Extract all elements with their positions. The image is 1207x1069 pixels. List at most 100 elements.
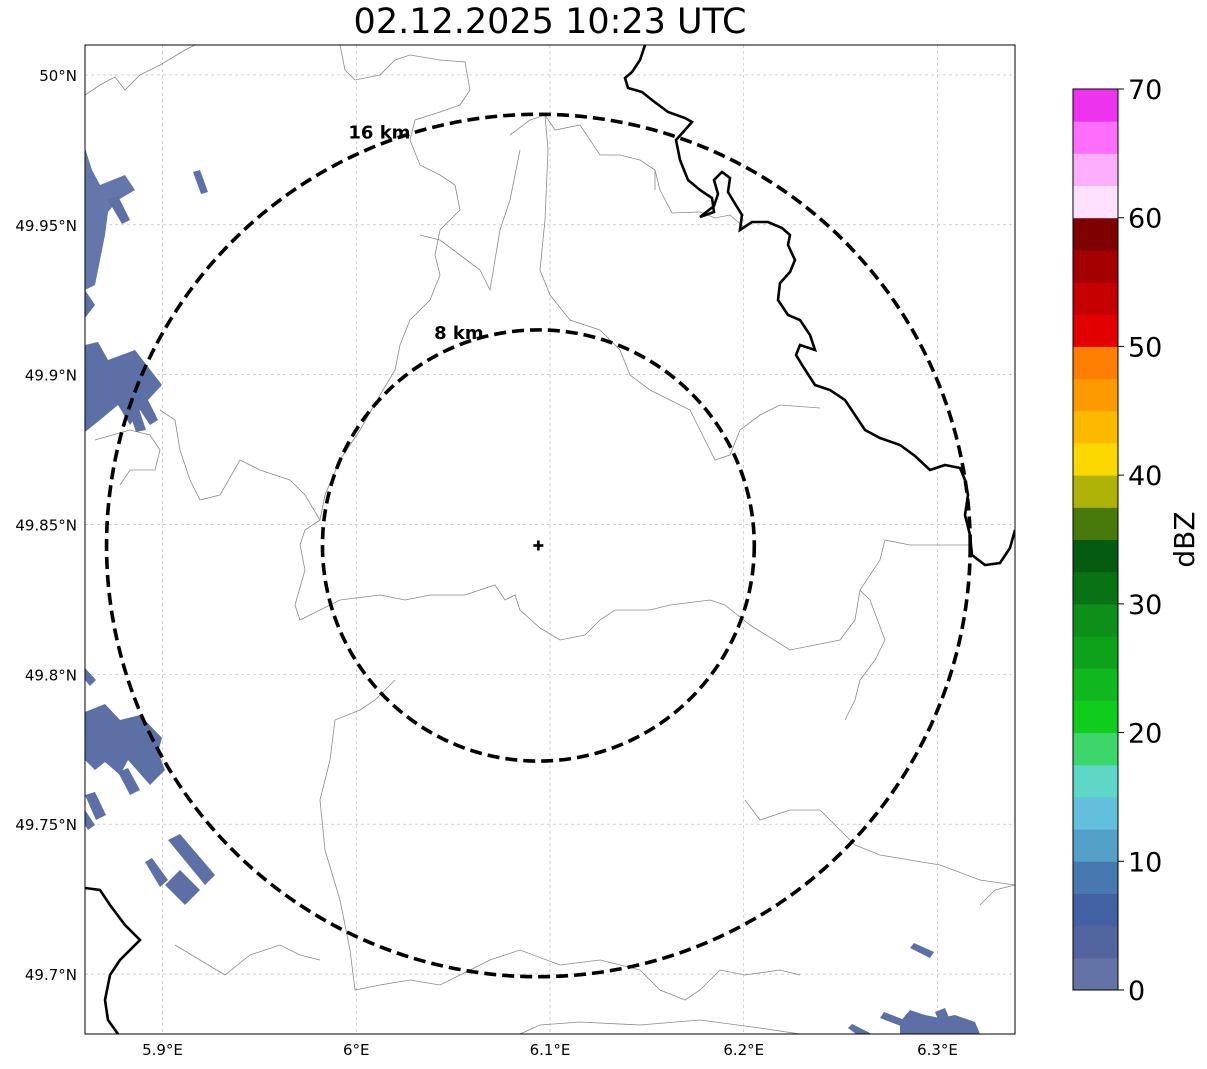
lat-tick-label: 49.75°N — [15, 816, 77, 834]
range-ring — [104, 112, 972, 979]
border-line — [744, 799, 1015, 886]
colorbar-segment — [1073, 829, 1118, 862]
national-borders — [85, 45, 1015, 1034]
colorbar-segment — [1073, 539, 1118, 573]
radar-echoes — [85, 148, 980, 1034]
national-border-line — [623, 45, 1015, 567]
colorbar-unit-label: dBZ — [1168, 511, 1201, 567]
lon-tick-label: 6.1°E — [530, 1041, 571, 1059]
colorbar-segment — [1073, 700, 1118, 734]
lat-tick-label: 49.95°N — [15, 217, 77, 235]
border-line — [94, 429, 161, 486]
echo-cell — [145, 858, 168, 887]
border-line — [539, 114, 821, 461]
colorbar-segment — [1073, 957, 1118, 991]
colorbar-segment — [1073, 410, 1118, 444]
colorbar-segment — [1073, 185, 1118, 219]
gridlines — [85, 45, 1015, 1034]
range-ring-labels: 8 km 16 km — [348, 123, 483, 344]
map-title: 02.12.2025 10:23 UTC — [353, 2, 747, 42]
regional-borders — [85, 45, 1015, 1034]
border-line — [85, 45, 196, 96]
border-line — [844, 589, 886, 721]
colorbar-segment — [1073, 636, 1118, 669]
lon-tick-label: 6°E — [343, 1041, 370, 1059]
range-rings — [104, 112, 972, 979]
colorbar: 0 10 20 30 40 50 60 70 dBZ — [1072, 75, 1201, 1007]
map-frame — [84, 44, 1016, 1035]
colorbar-segment — [1073, 378, 1118, 412]
colorbar-tick-label: 0 — [1128, 976, 1145, 1007]
colorbar-segment — [1073, 764, 1118, 798]
colorbar-segment — [1073, 507, 1118, 540]
colorbar-segment — [1073, 925, 1118, 959]
border-line — [419, 149, 521, 292]
echo-cell — [85, 342, 162, 432]
lat-tick-label: 49.85°N — [15, 517, 77, 535]
colorbar-tick-label: 40 — [1128, 461, 1162, 492]
echo-cell — [168, 834, 215, 885]
range-ring — [320, 328, 757, 763]
colorbar-segment — [1073, 249, 1118, 283]
border-line — [724, 539, 970, 651]
colorbar-segment — [1073, 314, 1118, 347]
echo-cell — [193, 170, 208, 194]
lon-tick-label: 6.3°E — [917, 1041, 958, 1059]
colorbar-segment — [1073, 893, 1118, 927]
colorbar-segment — [1073, 89, 1118, 122]
colorbar-segment — [1073, 571, 1118, 605]
map-plot-area — [85, 45, 1015, 1034]
lat-tick-label: 49.7°N — [25, 966, 77, 984]
colorbar-tick-label: 70 — [1128, 75, 1162, 106]
colorbar-segment — [1073, 603, 1118, 637]
lon-tick-label: 6.2°E — [723, 1041, 764, 1059]
colorbar-segment — [1073, 346, 1118, 380]
colorbar-segment — [1073, 121, 1118, 154]
colorbar-segment — [1073, 442, 1118, 476]
colorbar-tick-label: 30 — [1128, 590, 1162, 621]
colorbar-segment — [1073, 217, 1118, 251]
lon-tick-label: 5.9°E — [142, 1041, 183, 1059]
border-line — [334, 679, 396, 721]
border-line — [979, 884, 1015, 906]
longitude-axis: 5.9°E 6°E 6.1°E 6.2°E 6.3°E — [142, 1041, 958, 1059]
colorbar-segment — [1073, 475, 1118, 508]
colorbar-segment — [1073, 153, 1118, 187]
border-line — [319, 719, 801, 1001]
border-line — [159, 409, 321, 521]
national-border-line — [85, 886, 142, 1034]
echo-cell — [118, 768, 140, 795]
latitude-axis: 50°N 49.95°N 49.9°N 49.85°N 49.8°N 49.75°N 49.… — [15, 67, 77, 984]
colorbar-tick-label: 20 — [1128, 719, 1162, 750]
colorbar-tick-label: 60 — [1128, 204, 1162, 235]
echo-cell — [85, 148, 135, 290]
echo-cell — [848, 1024, 872, 1034]
lat-tick-label: 50°N — [39, 67, 77, 85]
border-line — [174, 944, 321, 976]
echo-cell — [85, 810, 95, 830]
colorbar-tick-label: 50 — [1128, 332, 1162, 363]
lat-tick-label: 49.9°N — [25, 367, 77, 385]
colorbar-segment — [1073, 282, 1118, 315]
border-line — [519, 1019, 801, 1034]
range-ring-label: 16 km — [348, 123, 410, 144]
echo-cell — [85, 792, 106, 820]
echo-cell — [85, 728, 100, 750]
echo-cell — [935, 1008, 950, 1024]
radar-site-marker — [533, 540, 544, 551]
lat-tick-label: 49.8°N — [25, 666, 77, 684]
echo-cell — [910, 943, 934, 958]
colorbar-segment — [1073, 732, 1118, 766]
colorbar-tick-label: 10 — [1128, 847, 1162, 878]
colorbar-segment — [1073, 796, 1118, 830]
echo-cell — [108, 196, 130, 224]
range-ring-label: 8 km — [434, 323, 484, 344]
colorbar-segment — [1073, 861, 1118, 894]
colorbar-segment — [1073, 668, 1118, 701]
colorbar-frame — [1072, 88, 1119, 991]
echo-cell — [165, 870, 200, 905]
echo-cell — [85, 290, 95, 318]
echo-cell — [122, 388, 146, 432]
echo-cell — [85, 668, 96, 686]
